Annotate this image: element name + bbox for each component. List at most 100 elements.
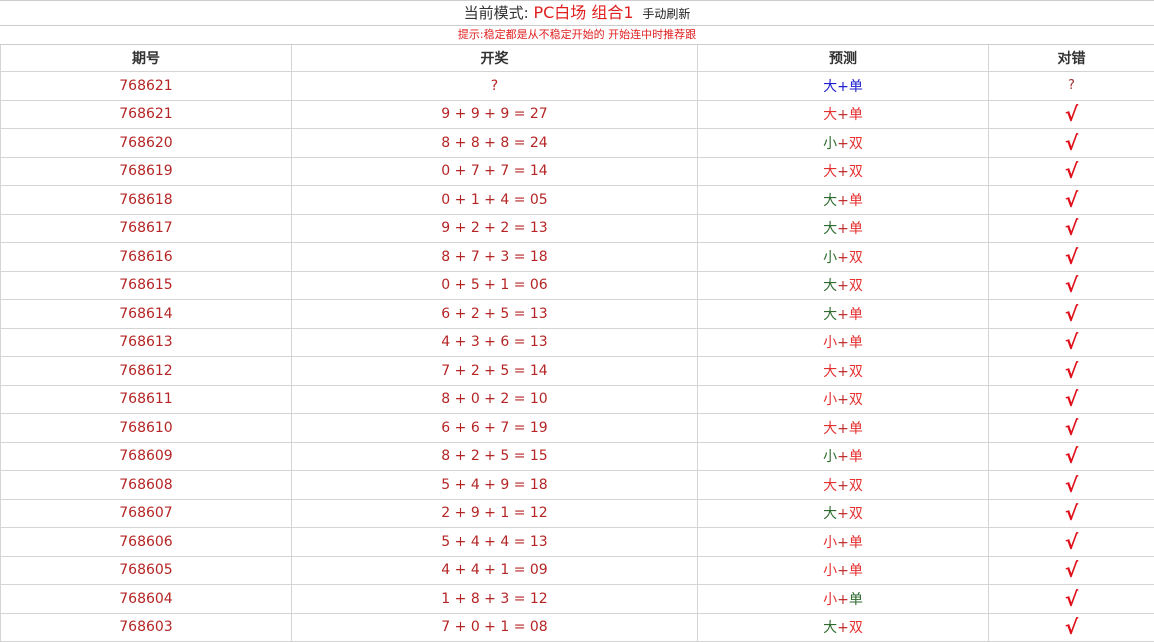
draw-cell: 6 + 2 + 5 = 13	[292, 300, 698, 329]
prediction-cell: 大+单	[698, 300, 989, 329]
draw-cell: 8 + 8 + 8 = 24	[292, 129, 698, 158]
prediction-cell: 大+单	[698, 72, 989, 101]
prediction-plus: +	[837, 221, 849, 237]
manual-refresh-link[interactable]: 手动刷新	[642, 7, 690, 21]
prediction-parity: 双	[849, 164, 863, 180]
prediction-cell: 小+双	[698, 129, 989, 158]
mode-value: PC白场 组合1	[533, 3, 633, 22]
check-icon: √	[989, 613, 1154, 642]
prediction-parity: 双	[849, 278, 863, 294]
issue-cell: 768617	[1, 214, 292, 243]
prediction-cell: 小+单	[698, 585, 989, 614]
prediction-plus: +	[837, 335, 849, 351]
prediction-plus: +	[837, 364, 849, 380]
prediction-plus: +	[837, 250, 849, 266]
draw-cell: 4 + 4 + 1 = 09	[292, 556, 698, 585]
prediction-plus: +	[837, 107, 849, 123]
prediction-parity: 双	[849, 506, 863, 522]
prediction-parity: 单	[849, 335, 863, 351]
prediction-cell: 大+双	[698, 499, 989, 528]
prediction-plus: +	[837, 392, 849, 408]
check-icon: √	[989, 585, 1154, 614]
draw-cell: 1 + 8 + 3 = 12	[292, 585, 698, 614]
issue-cell: 768621	[1, 100, 292, 129]
check-icon: √	[989, 499, 1154, 528]
prediction-cell: 大+双	[698, 613, 989, 642]
prediction-parity: 单	[849, 563, 863, 579]
issue-cell: 768613	[1, 328, 292, 357]
prediction-plus: +	[837, 535, 849, 551]
prediction-plus: +	[837, 193, 849, 209]
prediction-plus: +	[837, 307, 849, 323]
check-icon: √	[989, 157, 1154, 186]
mode-label: 当前模式:	[464, 4, 529, 22]
prediction-size: 大	[823, 364, 837, 380]
check-icon: √	[989, 556, 1154, 585]
prediction-cell: 小+单	[698, 442, 989, 471]
issue-cell: 768616	[1, 243, 292, 272]
draw-cell: 8 + 2 + 5 = 15	[292, 442, 698, 471]
prediction-parity: 双	[849, 250, 863, 266]
draw-cell: 5 + 4 + 4 = 13	[292, 528, 698, 557]
table-row: 768621?大+单?	[1, 72, 1154, 101]
prediction-size: 小	[823, 250, 837, 266]
prediction-size: 大	[823, 620, 837, 636]
prediction-parity: 单	[849, 307, 863, 323]
check-icon: √	[989, 243, 1154, 272]
prediction-cell: 小+单	[698, 528, 989, 557]
issue-cell: 768612	[1, 357, 292, 386]
prediction-cell: 大+双	[698, 271, 989, 300]
prediction-size: 大	[823, 307, 837, 323]
prediction-plus: +	[837, 620, 849, 636]
issue-cell: 768614	[1, 300, 292, 329]
issue-cell: 768621	[1, 72, 292, 101]
prediction-plus: +	[837, 592, 849, 608]
prediction-plus: +	[837, 79, 849, 95]
prediction-plus: +	[837, 278, 849, 294]
prediction-cell: 小+双	[698, 243, 989, 272]
prediction-size: 小	[823, 563, 837, 579]
check-icon: √	[989, 328, 1154, 357]
prediction-parity: 单	[849, 107, 863, 123]
draw-cell: 7 + 0 + 1 = 08	[292, 613, 698, 642]
check-icon: √	[989, 100, 1154, 129]
prediction-size: 大	[823, 506, 837, 522]
draw-cell: 8 + 7 + 3 = 18	[292, 243, 698, 272]
prediction-size: 大	[823, 278, 837, 294]
check-icon: √	[989, 214, 1154, 243]
col-issue: 期号	[1, 45, 292, 72]
draw-cell: ?	[292, 72, 698, 101]
prediction-size: 小	[823, 136, 837, 152]
prediction-parity: 单	[849, 421, 863, 437]
prediction-cell: 小+单	[698, 328, 989, 357]
issue-cell: 768611	[1, 385, 292, 414]
prediction-size: 小	[823, 392, 837, 408]
issue-cell: 768610	[1, 414, 292, 443]
draw-cell: 5 + 4 + 9 = 18	[292, 471, 698, 500]
prediction-plus: +	[837, 506, 849, 522]
col-result: 对错	[989, 45, 1154, 72]
prediction-size: 小	[823, 335, 837, 351]
pending-result: ?	[989, 72, 1154, 101]
prediction-cell: 大+双	[698, 357, 989, 386]
issue-cell: 768608	[1, 471, 292, 500]
prediction-cell: 大+单	[698, 214, 989, 243]
prediction-parity: 单	[849, 221, 863, 237]
draw-cell: 9 + 2 + 2 = 13	[292, 214, 698, 243]
prediction-parity: 双	[849, 620, 863, 636]
mode-header: 当前模式: PC白场 组合1 手动刷新	[0, 0, 1154, 26]
draw-cell: 0 + 5 + 1 = 06	[292, 271, 698, 300]
draw-cell: 8 + 0 + 2 = 10	[292, 385, 698, 414]
prediction-plus: +	[837, 421, 849, 437]
prediction-cell: 大+单	[698, 414, 989, 443]
